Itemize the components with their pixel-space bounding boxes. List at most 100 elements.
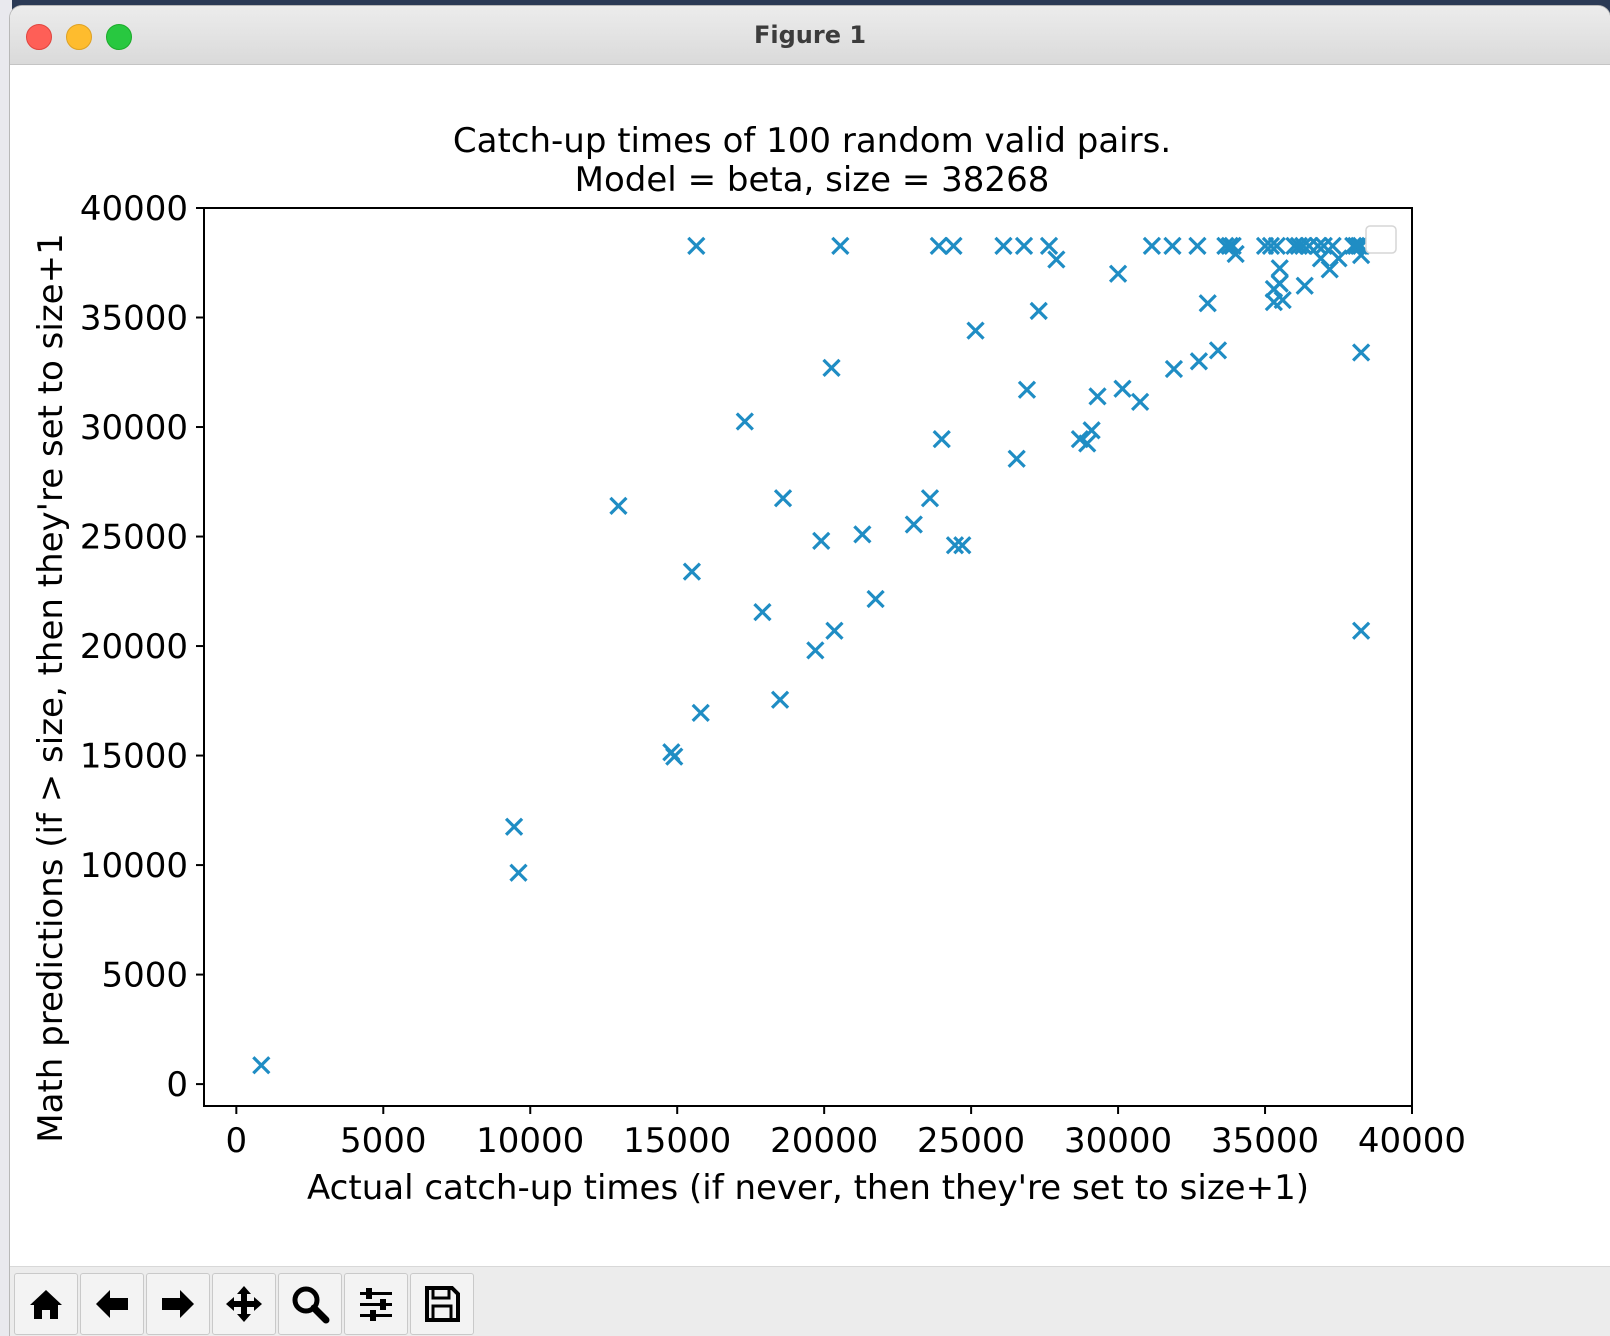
data-point [687,236,706,256]
data-point [1082,421,1101,440]
legend-box [1365,225,1397,254]
close-button[interactable] [26,24,52,50]
configure-subplots-button[interactable] [344,1273,408,1335]
data-point [1029,301,1048,321]
data-point [1323,236,1342,256]
data-point [806,641,825,660]
save-button[interactable] [410,1273,474,1335]
y-tick-label: 30000 [80,408,188,448]
data-point [1007,449,1026,468]
zoom-button[interactable] [106,24,132,50]
data-point [735,412,754,431]
data-point [1347,236,1366,256]
zoom-to-rect-button[interactable] [278,1273,342,1335]
y-tick-label: 25000 [80,518,188,558]
chart-subtitle: Model = beta, size = 38268 [575,160,1050,200]
data-point [812,531,831,551]
data-point [1270,259,1289,278]
minimize-button[interactable] [66,24,92,50]
data-point [1142,236,1162,256]
data-point [1226,244,1245,264]
y-tick-label: 20000 [80,627,188,667]
data-point [1164,359,1184,379]
desktop-background [0,0,12,1336]
back-button[interactable] [80,1273,144,1335]
data-point [904,515,923,534]
data-point [1188,236,1207,256]
data-point [929,236,948,256]
y-tick-label: 5000 [101,956,188,996]
x-tick-label: 15000 [623,1121,731,1161]
navigation-toolbar [10,1266,1610,1336]
chart-title: Catch-up times of 100 random valid pairs… [453,121,1171,161]
data-point [509,863,528,882]
y-tick-label: 40000 [80,189,188,229]
data-point [1198,294,1217,313]
data-point [252,1056,271,1075]
data-point [691,703,710,722]
data-point [1108,264,1128,283]
data-point [994,236,1013,256]
data-point [822,358,841,378]
window-title: Figure 1 [753,21,867,49]
y-tick-label: 10000 [80,846,188,886]
data-point [682,562,702,581]
home-button[interactable] [14,1273,78,1335]
data-point [945,536,965,555]
data-point [1130,392,1150,411]
data-point [1261,236,1281,256]
data-point [932,429,951,449]
data-point [753,602,772,622]
data-point [773,489,793,508]
data-point [920,489,940,508]
x-tick-label: 30000 [1064,1121,1172,1161]
y-axis-label: Math predictions (if > size, then they'r… [31,233,71,1142]
data-point [1273,290,1292,310]
figure-canvas: Catch-up times of 100 random valid pairs… [10,65,1610,1265]
data-point [770,690,790,709]
data-point [1039,236,1059,256]
data-point [1295,276,1314,295]
floppy-disk-icon [425,1286,460,1322]
data-point [1208,341,1228,360]
x-tick-label: 20000 [770,1121,878,1161]
data-point [1163,236,1182,256]
x-axis-label: Actual catch-up times (if never, then th… [307,1168,1309,1208]
data-point [1078,434,1097,453]
data-point [966,321,985,340]
data-point [609,496,628,516]
y-axis-ticks: 0 5000 10000 15000 20000 25000 30000 35000 40000 [80,189,204,1105]
arrow-left-icon [96,1290,128,1318]
data-point [953,536,972,555]
data-point [831,236,850,256]
data-point [944,236,963,256]
data-point [866,589,885,609]
data-point [1267,236,1286,256]
figure-window: Figure 1 Catch-up times of 100 random va… [10,6,1610,1336]
sliders-icon [360,1288,392,1321]
title-bar: Figure 1 [10,6,1610,65]
pan-button[interactable] [212,1273,276,1335]
x-tick-label: 0 [226,1121,248,1161]
y-tick-label: 0 [166,1065,188,1105]
data-point [1047,250,1066,269]
home-icon [30,1290,62,1319]
data-point [1351,621,1371,640]
arrow-right-icon [162,1290,194,1318]
data-point [1189,352,1209,371]
data-point [1294,236,1313,256]
y-tick-label: 15000 [80,737,188,777]
data-point [1270,274,1289,293]
data-point [665,747,684,766]
move-icon [226,1286,262,1322]
data-point [825,621,844,640]
x-tick-label: 5000 [340,1121,427,1161]
data-point [1113,379,1132,398]
data-point [1014,236,1034,256]
x-axis-ticks: 0 5000 10000 15000 20000 25000 30000 35000 40000 [226,1106,1466,1161]
data-points [252,236,1371,1075]
plot-frame [203,207,1413,1107]
forward-button[interactable] [146,1273,210,1335]
data-point [1329,249,1348,268]
y-tick-label: 35000 [80,299,188,339]
